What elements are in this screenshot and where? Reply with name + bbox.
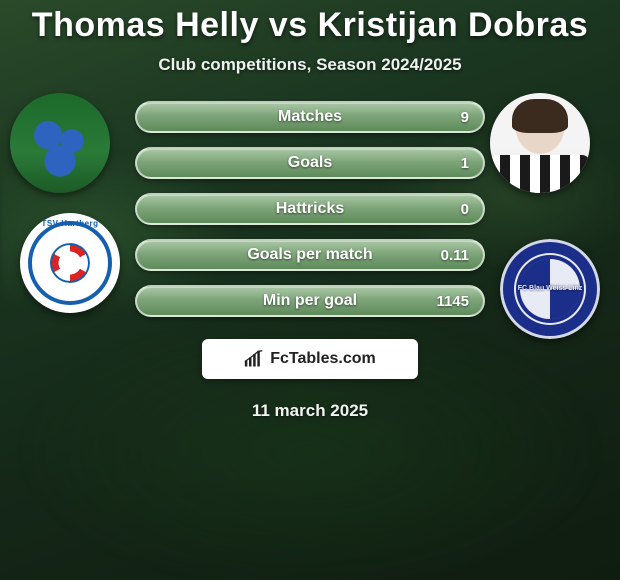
club-left-badge: TSV Hartberg: [20, 213, 120, 313]
player-right-avatar-hair: [512, 99, 568, 133]
stat-row: Matches 9: [135, 101, 485, 133]
stat-value: 1: [461, 155, 469, 172]
stat-label: Matches: [278, 108, 342, 126]
stat-label: Goals: [288, 154, 332, 172]
stat-row: Goals 1: [135, 147, 485, 179]
content-wrapper: Thomas Helly vs Kristijan Dobras Club co…: [0, 0, 620, 580]
stat-label: Hattricks: [276, 200, 344, 218]
stat-row: Hattricks 0: [135, 193, 485, 225]
stat-row: Goals per match 0.11: [135, 239, 485, 271]
page-title: Thomas Helly vs Kristijan Dobras: [32, 6, 588, 45]
stats-list: Matches 9 Goals 1 Hattricks 0 Goals per …: [135, 101, 485, 317]
club-right-text-line: FC Blau Weiss Linz: [518, 285, 582, 293]
watermark-text: FcTables.com: [270, 350, 376, 368]
stat-value: 1145: [436, 293, 469, 310]
watermark: FcTables.com: [202, 339, 418, 379]
player-right-avatar-shirt: [490, 155, 590, 193]
stat-value: 0: [461, 201, 469, 218]
club-right-badge: FC Blau Weiss Linz: [500, 239, 600, 339]
bar-chart-icon: [244, 350, 264, 368]
stat-label: Goals per match: [247, 246, 372, 264]
stat-value: 9: [461, 109, 469, 126]
stat-row: Min per goal 1145: [135, 285, 485, 317]
club-left-text: TSV Hartberg: [20, 213, 120, 313]
club-right-text: FC Blau Weiss Linz: [500, 239, 600, 339]
page-subtitle: Club competitions, Season 2024/2025: [158, 55, 461, 75]
player-left-avatar: [10, 93, 110, 193]
stat-label: Min per goal: [263, 292, 357, 310]
stat-value: 0.11: [441, 247, 469, 264]
player-right-avatar: [490, 93, 590, 193]
date-label: 11 march 2025: [252, 401, 368, 421]
comparison-area: TSV Hartberg FC Blau Weiss Linz Matches …: [0, 101, 620, 317]
player-left-avatar-image: [10, 93, 110, 193]
